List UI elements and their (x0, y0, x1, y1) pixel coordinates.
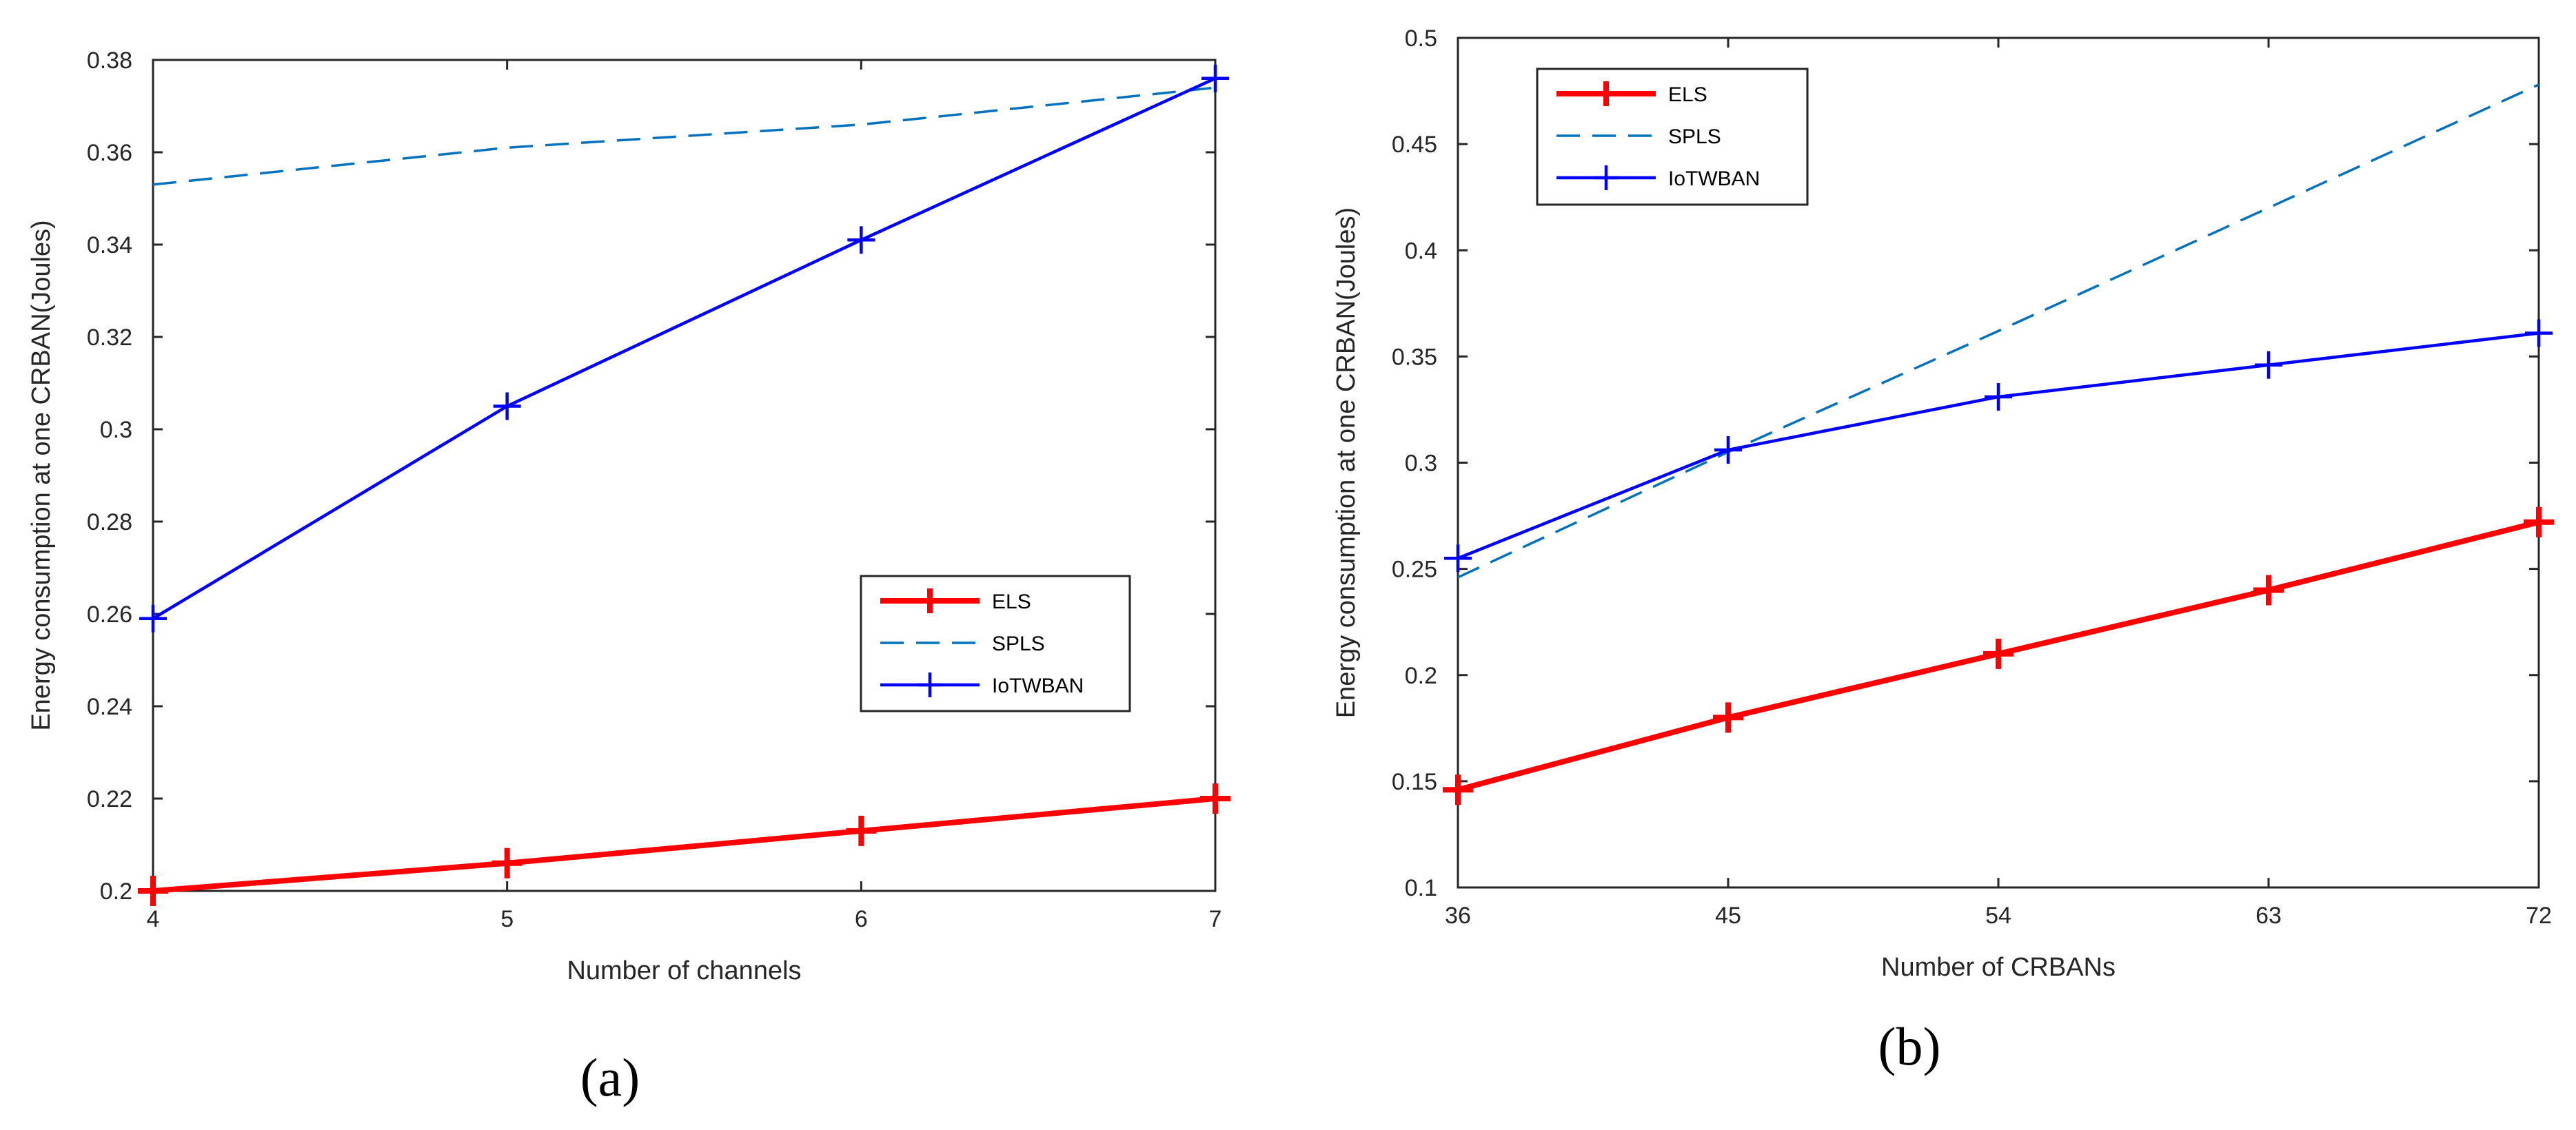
x-tick-label: 7 (1209, 906, 1222, 932)
x-tick-label: 36 (1445, 903, 1471, 929)
legend: ELS SPLS IoTWBAN (1536, 68, 1809, 206)
y-tick-label: 0.3 (1405, 451, 1437, 477)
data-point-iotwban (139, 604, 167, 633)
y-tick-label: 0.28 (87, 509, 132, 535)
y-tick-label: 0.36 (87, 140, 132, 166)
data-point-els (1443, 774, 1473, 805)
series-line-els (152, 796, 1216, 894)
y-tick-label: 0.15 (1392, 769, 1437, 795)
x-axis-label: Number of CRBANs (1881, 953, 2116, 982)
panel-label: (a) (580, 1047, 640, 1107)
data-point-iotwban (2255, 351, 2282, 379)
y-tick-label: 0.3 (100, 417, 132, 443)
y-tick-label: 0.1 (1405, 875, 1437, 901)
legend-label-spls: SPLS (1668, 125, 1721, 148)
y-tick-label: 0.2 (100, 879, 132, 905)
legend-label-els: ELS (992, 590, 1031, 613)
y-tick-label: 0.35 (1392, 344, 1437, 370)
x-tick-label: 72 (2526, 903, 2552, 929)
data-point-els (2253, 575, 2284, 606)
data-point-els (1983, 638, 2014, 669)
y-axis-label: Energy consumption at one CRBAN(Joules) (27, 220, 56, 730)
data-point-els (2524, 506, 2554, 537)
x-tick-label: 54 (1985, 903, 2011, 929)
data-point-els (1713, 702, 1743, 733)
y-tick-label: 0.45 (1392, 132, 1437, 158)
data-point-els (138, 876, 168, 906)
y-tick-label: 0.4 (1405, 238, 1437, 264)
legend-label-spls: SPLS (992, 633, 1045, 655)
data-point-els (846, 815, 877, 846)
y-tick-label: 0.24 (87, 694, 132, 720)
data-point-iotwban (1201, 64, 1229, 92)
x-axis-label: Number of channels (567, 956, 801, 985)
plot-area (152, 59, 1217, 892)
data-point-els (491, 847, 523, 879)
legend-label-iotwban: IoTWBAN (992, 675, 1084, 697)
x-tick-label: 5 (500, 906, 514, 932)
data-point-iotwban (493, 392, 521, 420)
data-point-iotwban (1444, 544, 1472, 573)
x-tick-label: 6 (855, 906, 868, 932)
panel-label: (b) (1878, 1016, 1941, 1076)
legend-label-els: ELS (1668, 83, 1707, 106)
series-line-spls (1457, 83, 2539, 579)
legend-label-iotwban: IoTWBAN (1668, 167, 1760, 190)
y-tick-label: 0.26 (87, 602, 132, 628)
y-tick-label: 0.34 (87, 232, 132, 258)
y-tick-label: 0.32 (87, 325, 132, 351)
y-tick-label: 0.25 (1392, 557, 1437, 583)
y-tick-label: 0.38 (87, 48, 132, 74)
chart-panel-a: 0.2 0.22 0.24 0.26 0.28 0.3 0.32 0.34 0.36 0.38 4 5… (27, 48, 1230, 1107)
y-tick-label: 0.2 (1405, 663, 1437, 689)
data-point-iotwban (2525, 319, 2553, 347)
y-tick-label: 0.22 (87, 786, 132, 812)
x-tick-label: 4 (147, 906, 160, 932)
y-tick-label: 0.5 (1405, 25, 1437, 52)
data-point-iotwban (1985, 382, 2012, 411)
y-axis-label: Energy consumption at one CRBAN(Joules) (1332, 207, 1361, 718)
legend: ELS SPLS IoTWBAN (860, 575, 1131, 712)
x-tick-label: 63 (2255, 903, 2282, 929)
data-point-iotwban (1714, 436, 1742, 464)
data-point-els (1200, 783, 1230, 814)
chart-panel-b: 0.1 0.15 0.2 0.25 0.3 0.35 0.4 0.45 0.5 36 45 54 63 7… (1332, 25, 2554, 1076)
x-tick-label: 45 (1715, 903, 1741, 929)
series-line-iotwban (152, 76, 1216, 620)
data-point-iotwban (847, 226, 875, 254)
